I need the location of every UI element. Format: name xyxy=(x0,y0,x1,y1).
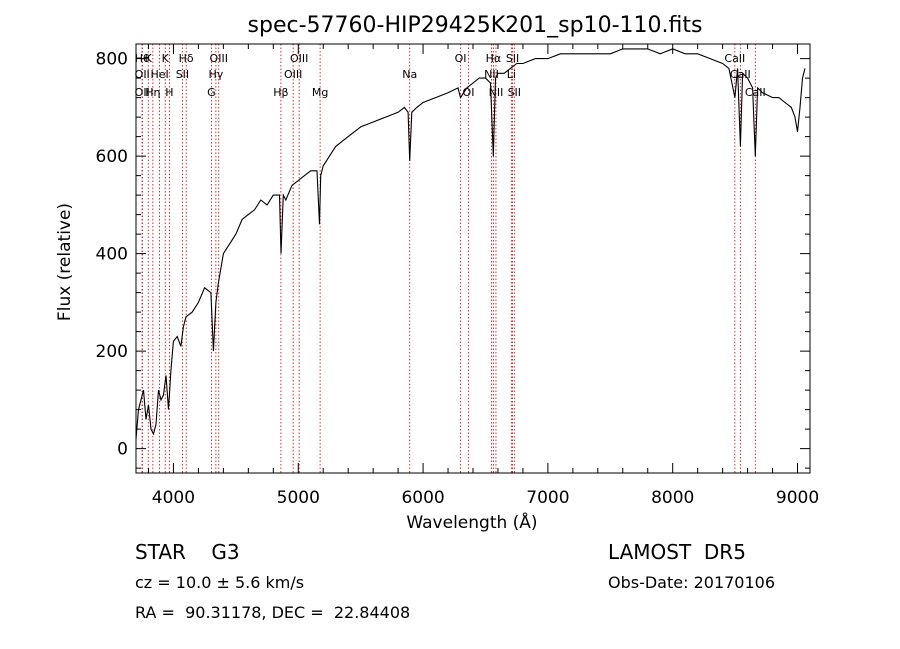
y-axis: 0 200 400 600 800 xyxy=(96,50,810,469)
line-label-27: CaII xyxy=(730,68,751,81)
y-tick-label-2: 400 xyxy=(96,245,128,265)
y-tick-label-1: 200 xyxy=(96,342,128,362)
y-tick-label-4: 800 xyxy=(96,50,128,70)
coordinates: RA = 90.31178, DEC = 22.84408 xyxy=(135,603,411,622)
line-label-22: NII xyxy=(489,86,504,99)
x-tick-label-4: 8000 xyxy=(651,488,694,508)
object-class: STAR G3 xyxy=(135,540,240,564)
survey-name: LAMOST DR5 xyxy=(608,540,746,564)
y-axis-label: Flux (relative) xyxy=(55,203,75,321)
line-label-16: Mg xyxy=(312,86,328,99)
line-label-4: Hη xyxy=(145,86,160,99)
line-label-26: CaII xyxy=(724,52,745,65)
line-label-28: CaII xyxy=(745,86,766,99)
line-label-17: Na xyxy=(402,68,417,81)
line-label-19: OI xyxy=(463,86,475,99)
line-label-3: K xyxy=(145,52,153,65)
line-label-24: SII xyxy=(506,52,519,65)
line-label-11: Hγ xyxy=(208,68,223,81)
x-tick-label-3: 7000 xyxy=(526,488,569,508)
x-tick-label-5: 9000 xyxy=(776,488,819,508)
x-axis-label: Wavelength (Å) xyxy=(406,511,537,533)
line-label-6: K xyxy=(162,52,170,65)
observation-date: Obs-Date: 20170106 xyxy=(608,573,776,592)
line-label-15: OIII xyxy=(290,52,308,65)
plot-frame xyxy=(135,43,811,474)
line-label-1: OII xyxy=(135,68,150,81)
line-label-8: SII xyxy=(176,68,189,81)
spectrum-line xyxy=(135,48,806,439)
x-tick-label-0: 4000 xyxy=(152,488,195,508)
chart-title: spec-57760-HIP29425K201_sp10-110.fits xyxy=(248,13,703,38)
line-label-10: G xyxy=(207,86,216,99)
line-label-23: Li xyxy=(507,68,516,81)
emission-line-labels: HθOIIOIIKHηHeIKHSIIHδGHγOIIIHβOIIIOIIIMg… xyxy=(135,52,766,99)
emission-line-markers xyxy=(141,44,756,473)
line-label-9: Hδ xyxy=(179,52,194,65)
line-label-2: OII xyxy=(135,86,150,99)
y-tick-label-3: 600 xyxy=(96,147,128,167)
line-label-5: HeI xyxy=(150,68,168,81)
x-axis: 4000 5000 6000 7000 8000 9000 xyxy=(147,44,819,508)
line-label-25: SII xyxy=(508,86,521,99)
x-tick-label-2: 6000 xyxy=(401,488,444,508)
y-tick-label-0: 0 xyxy=(117,440,128,460)
line-label-13: Hβ xyxy=(273,86,288,99)
line-label-14: OIII xyxy=(284,68,302,81)
line-label-12: OIII xyxy=(210,52,228,65)
line-label-7: H xyxy=(165,86,173,99)
x-tick-label-1: 5000 xyxy=(277,488,320,508)
line-label-18: OI xyxy=(455,52,467,65)
redshift-value: cz = 10.0 ± 5.6 km/s xyxy=(135,573,305,592)
line-label-21: Hα xyxy=(486,52,502,65)
